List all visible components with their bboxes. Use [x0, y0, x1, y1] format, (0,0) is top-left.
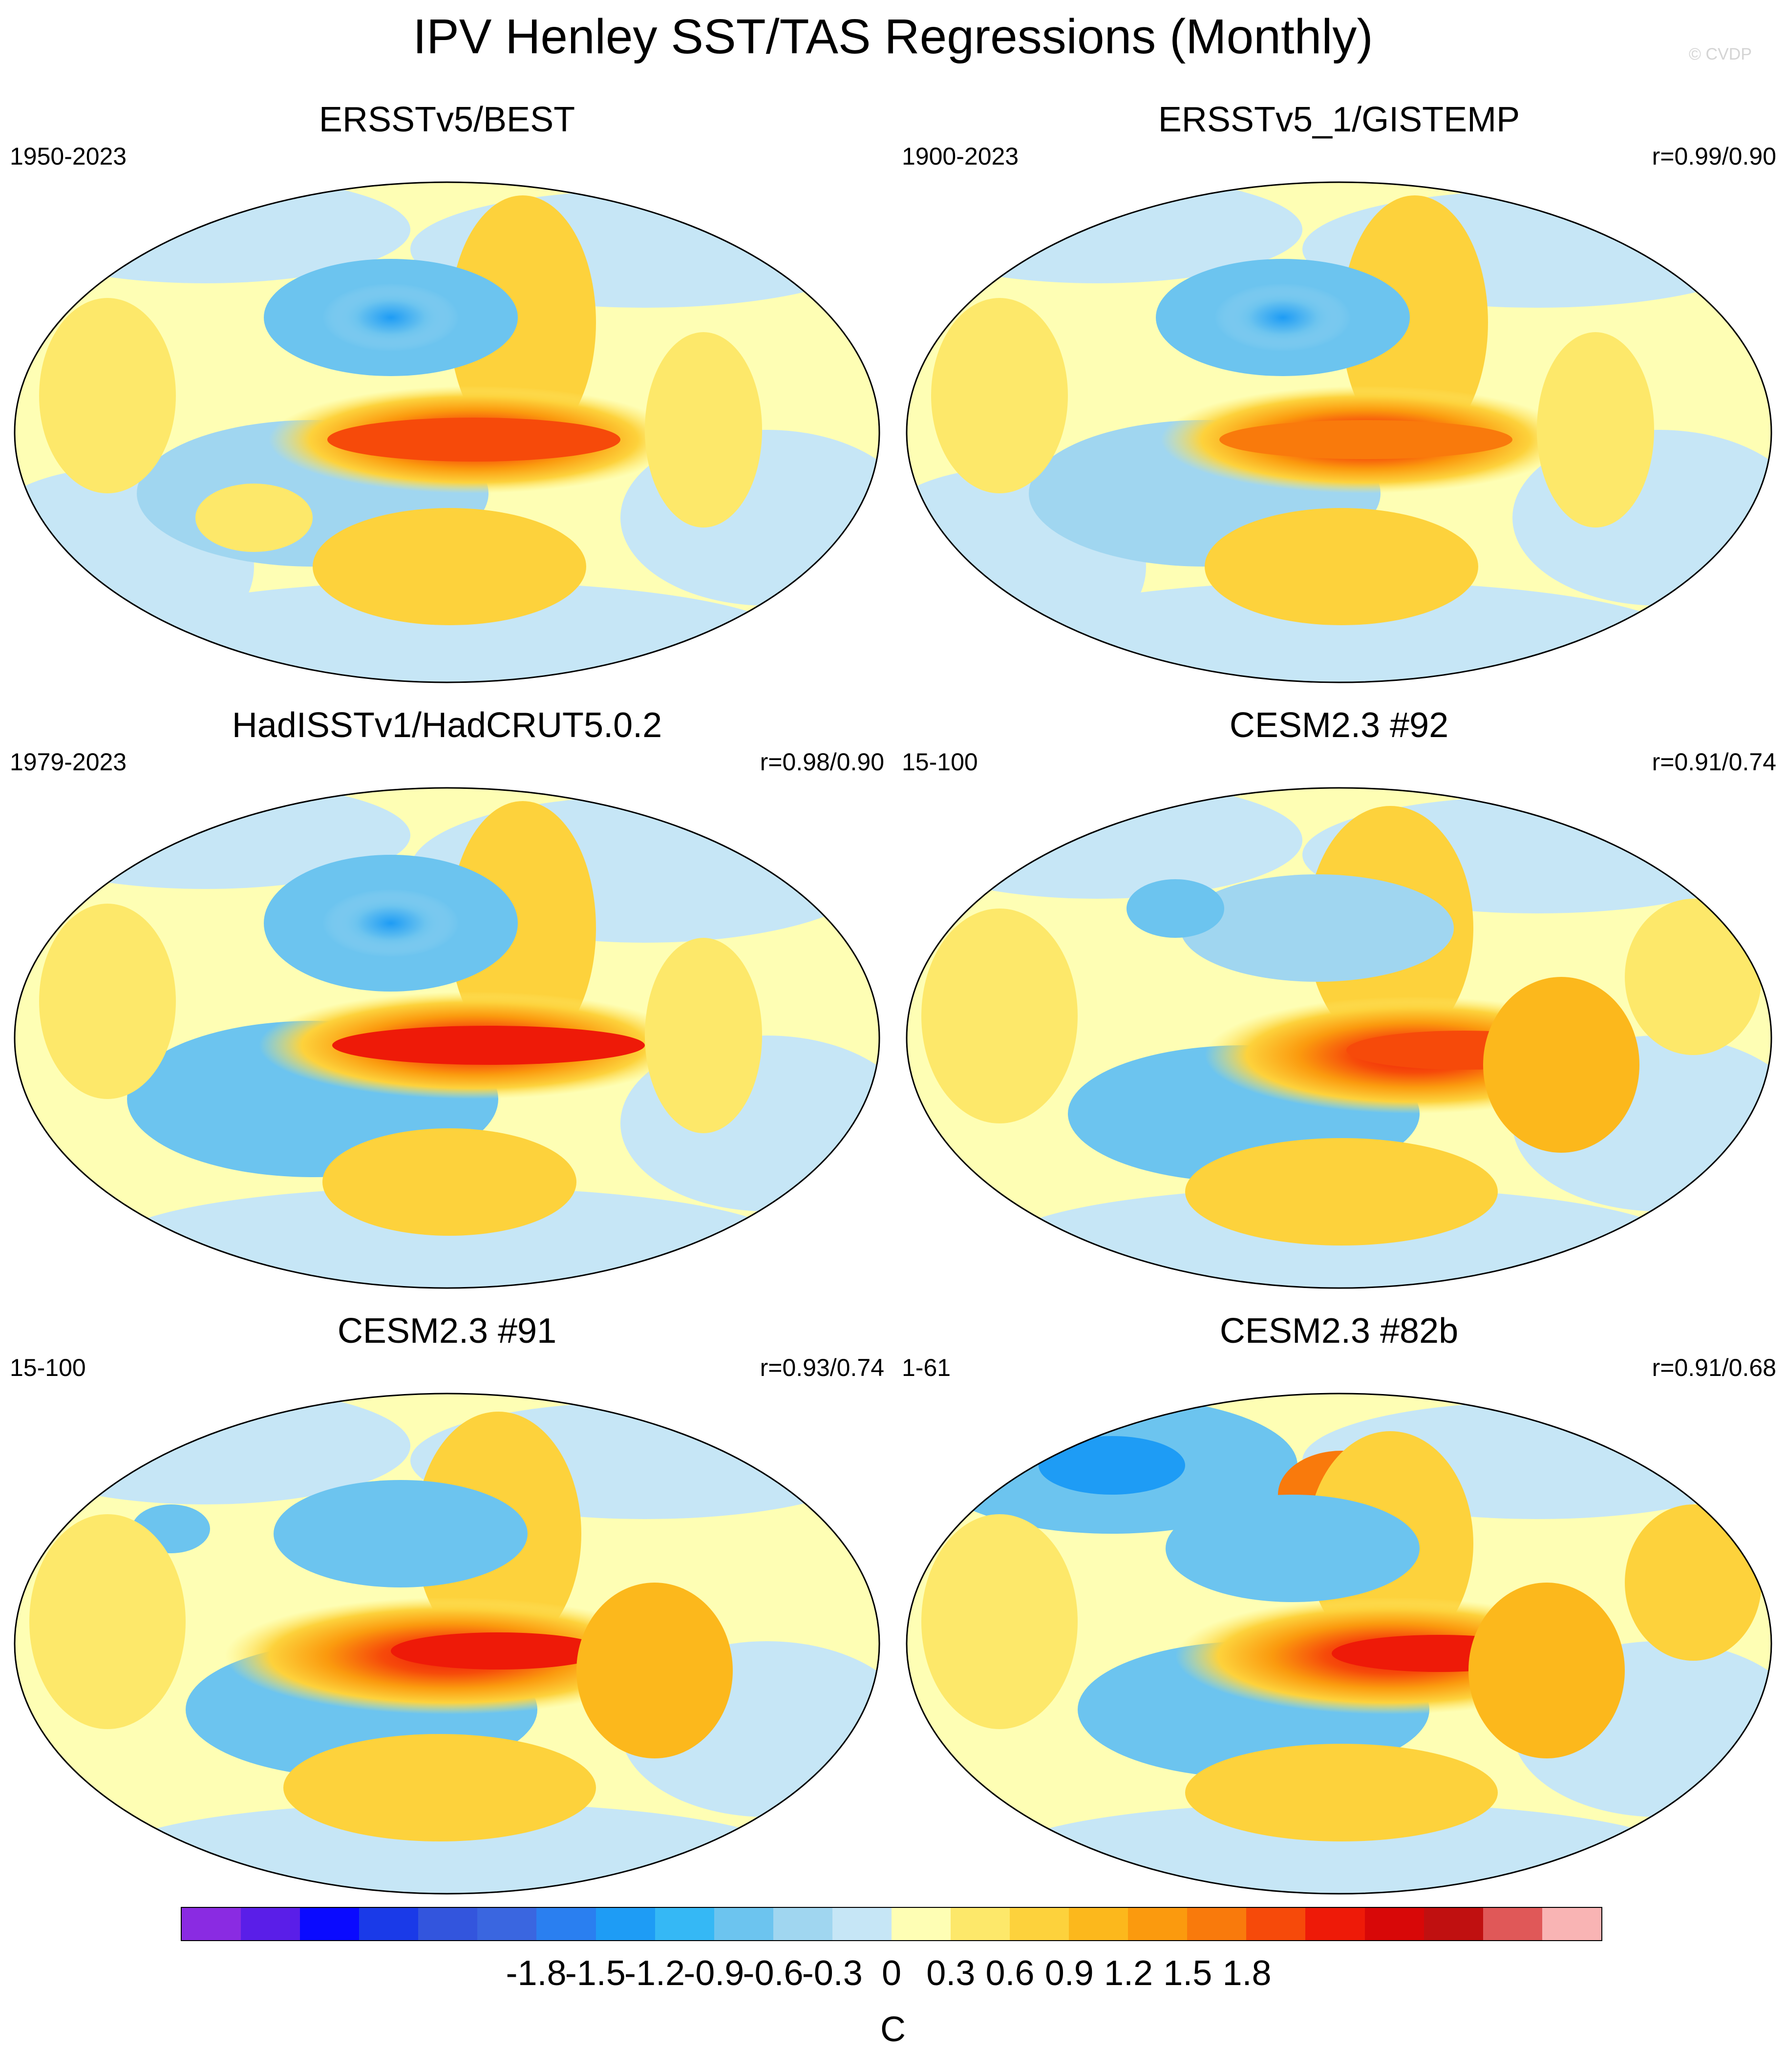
colorbar-tick-label: -0.6	[743, 1954, 804, 1993]
cvdp-watermark: © CVDP	[1689, 45, 1752, 63]
colorbar-box	[300, 1908, 360, 1940]
colorbar-box	[655, 1908, 714, 1940]
colorbar-box	[241, 1908, 300, 1940]
panel-title: ERSSTv5/BEST	[319, 100, 575, 139]
colorbar-box	[1010, 1908, 1069, 1940]
panel-correlation-label: r=0.99/0.90	[1652, 143, 1776, 170]
colorbar-box	[891, 1908, 951, 1940]
colorbar-box	[1069, 1908, 1128, 1940]
regression-map	[906, 1393, 1772, 1895]
colorbar-box	[595, 1908, 655, 1940]
panel-period-label: 1979-2023	[10, 748, 127, 776]
colorbar-box	[359, 1908, 419, 1940]
panel-correlation-label: r=0.91/0.74	[1652, 748, 1776, 776]
colorbar-tick-label: 0	[881, 1954, 902, 1993]
colorbar-box	[1424, 1908, 1483, 1940]
panel-correlation-label: r=0.93/0.74	[760, 1354, 884, 1381]
panel-period-label: 1-61	[902, 1354, 951, 1381]
colorbar-tick-label: -1.5	[565, 1954, 626, 1993]
colorbar-box	[1305, 1908, 1365, 1940]
colorbar-box	[1187, 1908, 1247, 1940]
colorbar-box	[773, 1908, 832, 1940]
map-panel-1: ERSSTv5/BEST 1950-2023	[10, 98, 884, 698]
panel-period-label: 15-100	[10, 1354, 86, 1381]
map-panel-3: HadISSTv1/HadCRUT5.0.2 1979-2023 r=0.98/…	[10, 703, 884, 1304]
panel-title: CESM2.3 #91	[337, 1311, 557, 1351]
figure-title: IPV Henley SST/TAS Regressions (Monthly)	[413, 9, 1373, 64]
colorbar-box	[951, 1908, 1010, 1940]
panel-correlation-label: r=0.91/0.68	[1652, 1354, 1776, 1381]
colorbar-tick-label: -0.9	[683, 1954, 744, 1993]
colorbar-tick-label: -1.8	[506, 1954, 567, 1993]
colorbar-tick-label: 0.3	[926, 1954, 976, 1993]
panel-period-label: 15-100	[902, 748, 978, 776]
panel-correlation-label: r=0.98/0.90	[760, 748, 884, 776]
colorbar-box	[1542, 1908, 1601, 1940]
map-panel-4: CESM2.3 #92 15-100 r=0.91/0.74	[902, 703, 1776, 1304]
colorbar-tick-label: 1.5	[1163, 1954, 1212, 1993]
colorbar-tick-label: 1.8	[1222, 1954, 1272, 1993]
colorbar	[181, 1907, 1602, 1941]
regression-map	[906, 181, 1772, 683]
colorbar-box	[832, 1908, 892, 1940]
regression-map	[14, 787, 880, 1289]
panel-title: ERSSTv5_1/GISTEMP	[1158, 100, 1520, 139]
regression-map	[14, 181, 880, 683]
colorbar-box	[1364, 1908, 1424, 1940]
map-panel-5: CESM2.3 #91 15-100 r=0.93/0.74	[10, 1309, 884, 1910]
colorbar-box	[714, 1908, 773, 1940]
panel-period-label: 1900-2023	[902, 143, 1019, 170]
colorbar-box	[418, 1908, 478, 1940]
colorbar-tick-label: 0.6	[985, 1954, 1035, 1993]
panel-title: CESM2.3 #92	[1229, 706, 1449, 745]
colorbar-box	[1128, 1908, 1188, 1940]
map-panel-6: CESM2.3 #82b 1-61 r=0.91/0.68	[902, 1309, 1776, 1910]
colorbar-tick-label: 0.9	[1044, 1954, 1094, 1993]
colorbar-box	[536, 1908, 596, 1940]
colorbar-box	[1246, 1908, 1306, 1940]
panel-title: HadISSTv1/HadCRUT5.0.2	[232, 706, 662, 745]
regression-map	[14, 1393, 880, 1895]
colorbar-units: C	[880, 2010, 906, 2049]
regression-map	[906, 787, 1772, 1289]
colorbar-tick-label: 1.2	[1104, 1954, 1153, 1993]
map-panel-2: ERSSTv5_1/GISTEMP 1900-2023 r=0.99/0.90	[902, 98, 1776, 698]
panel-period-label: 1950-2023	[10, 143, 127, 170]
panel-title: CESM2.3 #82b	[1219, 1311, 1459, 1351]
colorbar-tick-label: -0.3	[802, 1954, 863, 1993]
colorbar-box	[1483, 1908, 1542, 1940]
colorbar-tick-label: -1.2	[624, 1954, 685, 1993]
colorbar-box	[182, 1908, 241, 1940]
colorbar-box	[477, 1908, 537, 1940]
